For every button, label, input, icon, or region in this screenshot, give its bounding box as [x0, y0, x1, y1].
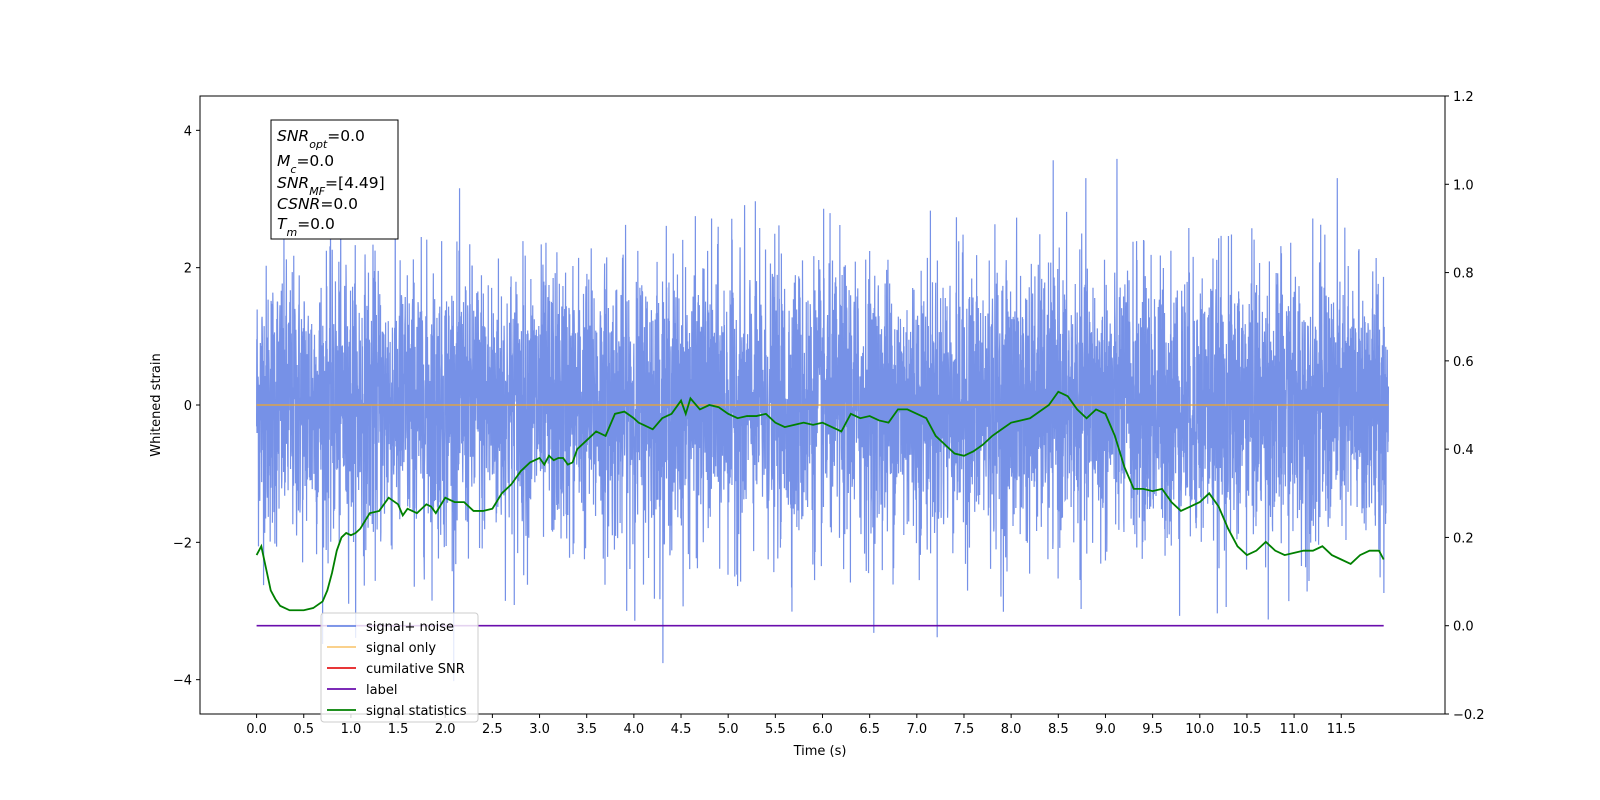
x-tick-label: 9.0 [1095, 722, 1116, 737]
x-tick-label: 1.5 [388, 722, 409, 737]
x-tick-label: 1.0 [341, 722, 362, 737]
x-tick-label: 7.0 [906, 722, 927, 737]
legend-label: label [366, 683, 397, 698]
x-tick-label: 4.0 [624, 722, 645, 737]
x-tick-label: 2.0 [435, 722, 456, 737]
x-tick-label: 10.0 [1185, 722, 1214, 737]
legend: signal+ noise signal only cumilative SNR la… [320, 612, 479, 723]
y2-tick-label: 1.0 [1453, 178, 1474, 193]
x-tick-label: 11.0 [1280, 722, 1309, 737]
x-tick-label: 2.5 [482, 722, 503, 737]
x-axis: 0.0 0.5 1.0 1.5 2.0 2.5 3.0 3.5 4.0 4.5 5.0 5.5 6.0 6… [246, 714, 1356, 737]
y-axis-left: −4 −2 0 2 4 [173, 124, 200, 689]
annotation-snr-mf: SNRMF=[4.49] [277, 174, 385, 198]
legend-label: signal statistics [366, 704, 467, 719]
x-tick-label: 11.5 [1327, 722, 1356, 737]
annotation-csnr: CSNR=0.0 [277, 195, 358, 213]
series-signal-statistics [255, 390, 1385, 612]
annotation-tm: Tm=0.0 [277, 215, 335, 239]
y2-tick-label: 0.4 [1453, 443, 1474, 458]
x-tick-label: 6.0 [812, 722, 833, 737]
signal-noise-trace [255, 158, 1390, 682]
y2-tick-label: 0.6 [1453, 355, 1474, 370]
x-tick-label: 8.5 [1048, 722, 1069, 737]
annotation-snr-opt: SNRopt=0.0 [277, 127, 365, 151]
y2-tick-label: 0.0 [1453, 620, 1474, 635]
legend-label: signal only [366, 641, 436, 656]
y-tick-label: 4 [184, 124, 192, 139]
x-tick-label: 3.5 [576, 722, 597, 737]
x-tick-label: 6.5 [859, 722, 880, 737]
y-axis-right: −0.2 0.0 0.2 0.4 0.6 0.8 1.0 1.2 [1445, 90, 1485, 723]
y-tick-label: 2 [184, 262, 192, 277]
x-tick-label: 8.0 [1001, 722, 1022, 737]
signal-noise-line [255, 158, 1390, 682]
y-axis-label: Whitened strain [149, 353, 164, 456]
x-tick-label: 0.5 [293, 722, 314, 737]
x-tick-label: 7.5 [954, 722, 975, 737]
y-tick-label: −4 [173, 674, 192, 689]
x-tick-label: 5.0 [718, 722, 739, 737]
x-tick-label: 9.5 [1142, 722, 1163, 737]
y2-tick-label: 1.2 [1453, 90, 1474, 105]
y-tick-label: 0 [184, 399, 192, 414]
x-axis-label: Time (s) [793, 744, 847, 759]
y2-tick-label: 0.2 [1453, 531, 1474, 546]
x-tick-label: 10.5 [1232, 722, 1261, 737]
legend-label: cumilative SNR [366, 662, 465, 677]
x-tick-label: 3.0 [529, 722, 550, 737]
annotation-mc: Mc=0.0 [277, 152, 334, 176]
x-tick-label: 5.5 [765, 722, 786, 737]
annotation-box: SNRopt=0.0 Mc=0.0 SNRMF=[4.49] CSNR=0.0 … [270, 119, 399, 240]
legend-label: signal+ noise [366, 620, 454, 635]
y2-tick-label: 0.8 [1453, 267, 1474, 282]
x-tick-label: 0.0 [246, 722, 267, 737]
x-tick-label: 4.5 [671, 722, 692, 737]
y-tick-label: −2 [173, 536, 192, 551]
y2-tick-label: −0.2 [1453, 708, 1485, 723]
